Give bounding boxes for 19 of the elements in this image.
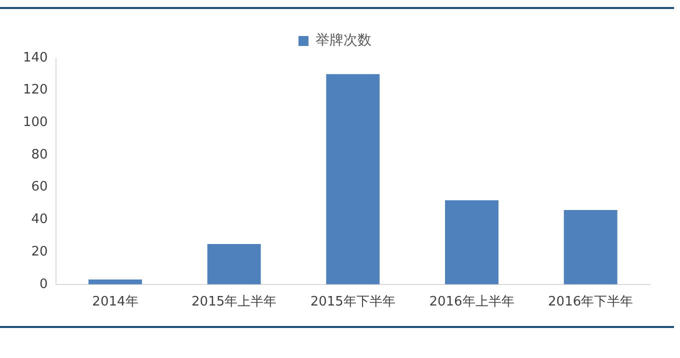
x-tick-label: 2015年下半年 (310, 294, 396, 310)
y-tick-label: 80 (31, 147, 48, 162)
bar (207, 244, 261, 284)
bar (326, 74, 380, 284)
bar (445, 200, 498, 284)
y-tick-label: 140 (22, 50, 48, 66)
x-tick-label: 2016年下半年 (548, 294, 634, 310)
x-tick-label: 2016年上半年 (429, 294, 514, 310)
y-tick-label: 0 (40, 276, 48, 292)
legend-label: 举牌次数 (316, 32, 372, 49)
bar (88, 280, 142, 284)
y-tick-label: 60 (31, 180, 48, 195)
y-tick-label: 20 (31, 244, 48, 260)
bar (564, 210, 618, 284)
y-tick-label: 100 (22, 115, 48, 130)
y-tick-label: 40 (31, 212, 48, 228)
y-tick-label: 120 (22, 82, 48, 98)
x-tick-label: 2015年上半年 (192, 294, 277, 310)
x-tick-label: 2014年 (92, 294, 138, 310)
